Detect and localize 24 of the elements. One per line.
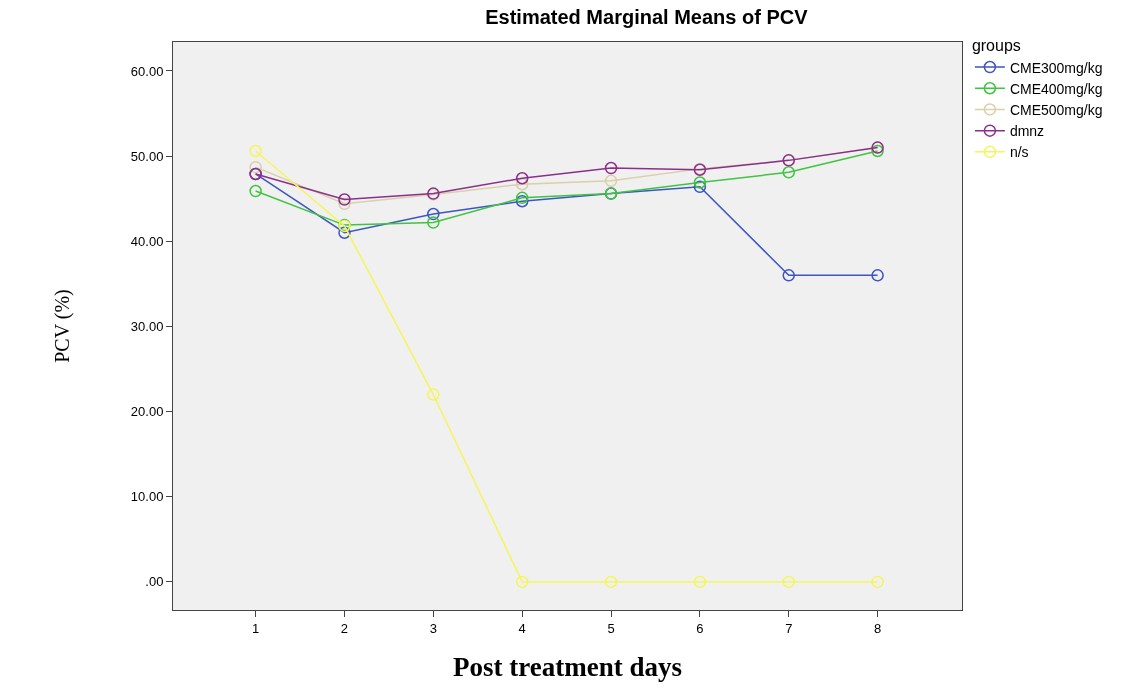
legend-label: CME300mg/kg (1009, 59, 1103, 76)
x-axis-title: Post treatment days (453, 652, 682, 682)
y-tick-label: 60.00 (130, 63, 164, 79)
y-tick-label: .00 (145, 574, 164, 590)
x-tick-label: 1 (252, 620, 260, 636)
x-tick-label: 5 (607, 620, 615, 636)
legend-title: groups (971, 37, 1021, 55)
legend-label: dmnz (1009, 123, 1045, 140)
chart-title: Estimated Marginal Means of PCV (485, 6, 809, 29)
x-tick-label: 4 (518, 620, 526, 636)
legend-label: CME500mg/kg (1009, 101, 1103, 118)
legend-label: CME400mg/kg (1009, 80, 1103, 97)
y-axis-title: PCV (%) (51, 289, 75, 363)
y-tick-label: 10.00 (130, 489, 164, 505)
x-tick-label: 8 (873, 620, 882, 636)
y-tick-label: 30.00 (130, 318, 164, 334)
y-tick-label: 40.00 (130, 233, 164, 249)
legend-label: n/s (1009, 144, 1029, 161)
x-tick-label: 7 (785, 620, 793, 636)
y-tick-label: 20.00 (130, 404, 164, 420)
x-tick-label: 3 (429, 620, 437, 636)
y-tick-label: 50.00 (130, 148, 164, 164)
x-tick-label: 6 (696, 620, 704, 636)
x-tick-label: 2 (340, 620, 349, 636)
